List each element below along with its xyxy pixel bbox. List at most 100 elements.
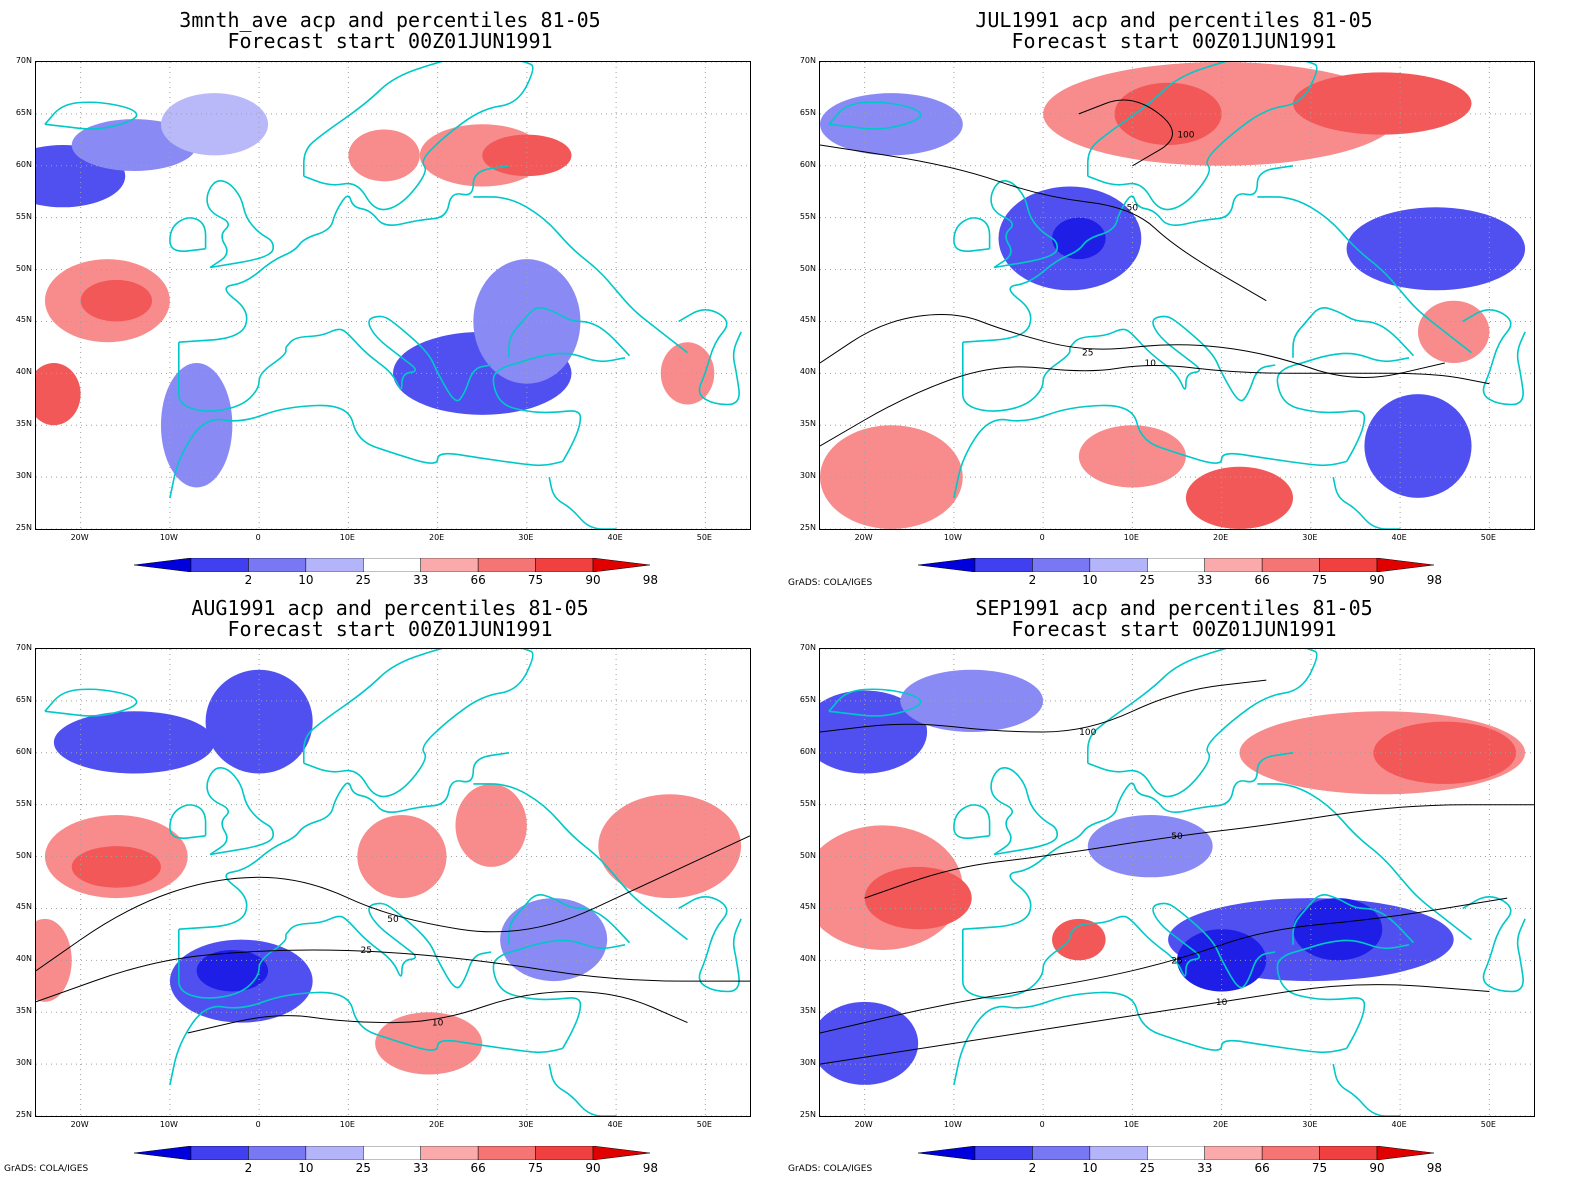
colorbar-tick-label: 25 [1139, 1161, 1155, 1175]
contour-line-100 [1078, 99, 1173, 167]
contour-label: 100 [1177, 131, 1194, 141]
colorbar-tick-label: 33 [413, 573, 429, 587]
contour-line-25 [820, 314, 1445, 378]
colorbar-segment [1032, 1145, 1091, 1161]
lon-tick-label: 20W [854, 533, 873, 542]
coastline [678, 309, 742, 406]
contour-line-25 [820, 897, 1508, 1034]
colorbar-low-arrow [133, 557, 192, 573]
percentile-field-r3 [1114, 82, 1222, 146]
coastline [1332, 1063, 1401, 1116]
colorbar-segment [190, 1145, 249, 1161]
lon-tick-label: 40E [607, 1120, 623, 1129]
coastline [44, 101, 138, 130]
lat-tick-label: 65N [799, 107, 816, 117]
lat-tick-label: 55N [15, 798, 32, 808]
lat-tick-label: 30N [15, 1058, 32, 1068]
colorbar-tick-label: 75 [1311, 573, 1328, 587]
percentile-field-r2 [36, 918, 72, 1002]
coastline [178, 752, 510, 930]
coastline [1257, 783, 1472, 941]
percentile-field-b2 [1364, 394, 1472, 498]
colorbar-segment [1204, 1145, 1263, 1161]
coastline [178, 165, 510, 343]
contour-label: 100 [1079, 728, 1096, 738]
title-line-1: AUG1991 acp and percentiles 81-05 [191, 596, 589, 620]
lat-tick-label: 45N [15, 902, 32, 912]
colorbar-tick-label: 2 [1028, 573, 1037, 587]
coastline [953, 404, 1347, 499]
colorbar-segment [477, 1145, 536, 1161]
lat-tick-label: 45N [799, 902, 816, 912]
coastline [1087, 649, 1318, 798]
title-line-2: Forecast start 00Z01JUN1991 [227, 29, 553, 53]
colorbar-tick-label: 33 [413, 1161, 429, 1175]
coastline [1069, 315, 1276, 402]
colorbar [133, 1145, 651, 1161]
percentile-field-r2 [1417, 300, 1490, 363]
panel-sep1991: SEP1991 acp and percentiles 81-05 Foreca… [784, 588, 1564, 1188]
coastline [169, 804, 207, 839]
lon-tick-label: 10E [1123, 533, 1139, 542]
lat-tick-label: 70N [15, 56, 32, 65]
coastline [302, 649, 534, 798]
lat-tick-label: 45N [799, 315, 816, 325]
coastline [1462, 896, 1526, 993]
title-line-2: Forecast start 00Z01JUN1991 [1011, 617, 1337, 641]
colorbar-tick-label: 98 [642, 1161, 659, 1175]
colorbar-tick-label: 98 [642, 573, 659, 587]
colorbar-tick-label: 25 [355, 1161, 371, 1175]
colorbar-segment [1204, 557, 1263, 573]
colorbar-tick-label: 2 [244, 1161, 253, 1175]
coastline [178, 342, 287, 412]
coastline [828, 688, 922, 717]
lon-tick-label: 0 [255, 1120, 261, 1129]
colorbar-tick-label: 66 [1254, 573, 1270, 587]
coastline [548, 476, 617, 529]
map-frame [35, 61, 751, 530]
colorbar-tick-label: 66 [470, 1161, 486, 1175]
colorbar-high-arrow [1376, 557, 1435, 573]
coastline [1276, 939, 1410, 1049]
coastline [962, 342, 1071, 412]
lat-tick-label: 55N [799, 798, 816, 808]
coastline [285, 902, 492, 989]
lon-tick-label: 20W [70, 533, 89, 542]
colorbar-segment [1319, 557, 1378, 573]
coastline [828, 101, 922, 130]
title-line-1: JUL1991 acp and percentiles 81-05 [975, 8, 1373, 32]
coastline [1276, 352, 1410, 462]
coastline [1462, 309, 1526, 406]
coastline [206, 766, 274, 856]
lon-tick-label: 30E [518, 533, 534, 542]
lat-tick-label: 35N [15, 419, 32, 429]
contour-label: 25 [360, 946, 371, 956]
lon-tick-label: 30E [518, 1120, 534, 1129]
colorbar [917, 1145, 1435, 1161]
lon-tick-label: 10W [159, 1120, 178, 1129]
coastline [302, 62, 534, 211]
lat-tick-label: 60N [15, 746, 32, 756]
coastline [473, 783, 688, 941]
lat-tick-label: 30N [799, 1058, 816, 1068]
contour-line-10 [820, 365, 1490, 447]
colorbar-segment [1261, 557, 1320, 573]
lat-tick-label: 60N [15, 159, 32, 169]
lon-tick-label: 20E [429, 1120, 445, 1129]
coastline [953, 217, 991, 252]
contour-label: 25 [1171, 956, 1182, 966]
colorbar-tick-label: 25 [1139, 573, 1155, 587]
colorbar-segment [477, 557, 536, 573]
colorbar-segment [1147, 1145, 1205, 1161]
title-line-1: 3mnth_ave acp and percentiles 81-05 [179, 8, 601, 32]
lon-tick-label: 10E [1123, 1120, 1139, 1129]
contour-line-10 [820, 984, 1490, 1065]
colorbar-tick-label: 98 [1426, 573, 1443, 587]
lat-tick-label: 40N [15, 367, 32, 377]
percentile-field-r3 [482, 134, 572, 177]
colorbar-tick-label: 10 [1082, 573, 1098, 587]
percentile-field-b3 [820, 93, 963, 156]
colorbar-segment [1147, 557, 1205, 573]
map-frame: 100 50 25 10 [819, 648, 1535, 1117]
lat-tick-label: 30N [15, 471, 32, 481]
